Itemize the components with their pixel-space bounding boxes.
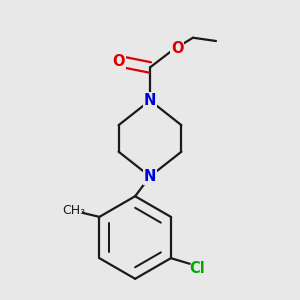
Text: O: O bbox=[112, 54, 125, 69]
Text: N: N bbox=[144, 93, 156, 108]
Text: O: O bbox=[171, 41, 184, 56]
Text: N: N bbox=[144, 169, 156, 184]
Text: CH₃: CH₃ bbox=[62, 204, 86, 217]
Text: Cl: Cl bbox=[189, 261, 205, 276]
